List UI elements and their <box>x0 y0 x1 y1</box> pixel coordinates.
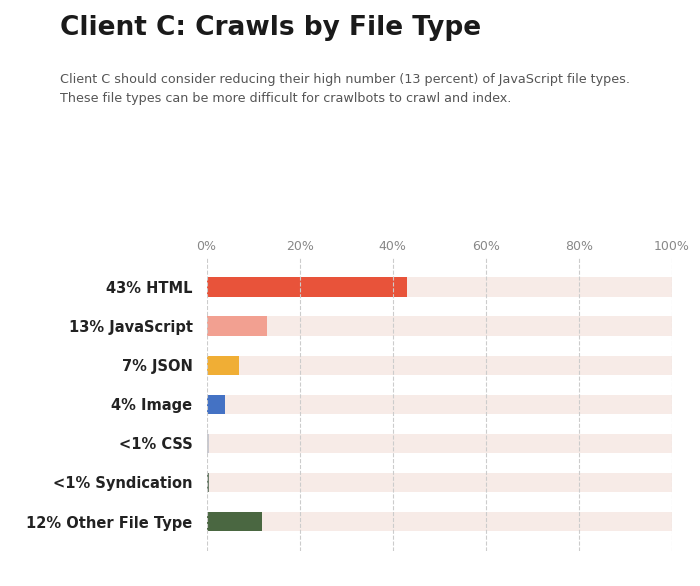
Bar <box>206 434 209 453</box>
Bar <box>206 356 672 375</box>
Bar <box>206 356 239 375</box>
Bar <box>206 277 672 297</box>
Text: Client C: Crawls by File Type: Client C: Crawls by File Type <box>60 15 481 40</box>
Text: NEILPATEL: NEILPATEL <box>12 263 22 323</box>
Bar <box>206 316 672 336</box>
Text: Client C should consider reducing their high number (13 percent) of JavaScript f: Client C should consider reducing their … <box>60 73 629 105</box>
Bar <box>206 512 262 532</box>
Bar <box>206 434 672 453</box>
Bar <box>206 316 267 336</box>
Bar <box>206 512 672 532</box>
Bar <box>206 473 672 492</box>
Bar <box>206 394 672 414</box>
Bar <box>206 473 209 492</box>
Bar <box>206 277 407 297</box>
Bar <box>206 394 225 414</box>
